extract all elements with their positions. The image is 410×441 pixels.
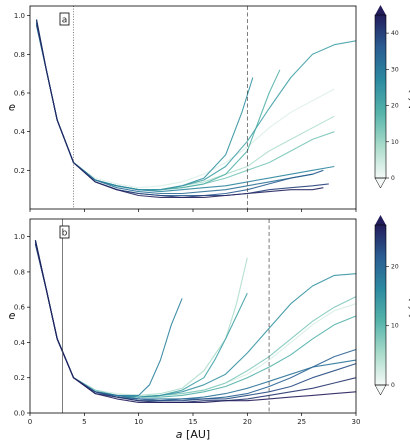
colorbar-label: t [kyr] [408, 293, 410, 317]
y-tick-label: 0.6 [14, 90, 26, 98]
x-tick-label: 25 [297, 418, 306, 426]
colorbar-arrow-bottom [374, 384, 387, 396]
series-line-5 [35, 23, 254, 191]
series-line-0 [35, 21, 335, 189]
colorbar-fill [375, 225, 386, 385]
colorbar-tick-label: 10 [391, 323, 399, 330]
series-line-0 [34, 240, 357, 396]
colorbar-tick-label: 20 [391, 263, 399, 270]
series-line-8 [35, 21, 324, 197]
x-tick-label: 20 [243, 418, 252, 426]
series-line-7 [35, 25, 313, 195]
series-line-1 [35, 23, 335, 191]
y-tick-label: 0.4 [14, 128, 26, 136]
panel-label-box [59, 225, 70, 239]
x-axis-label: a [AU] [176, 428, 210, 441]
y-tick-label: 0.6 [14, 304, 26, 312]
y-tick-label: 0.0 [14, 410, 25, 418]
panel-label-text: b [62, 229, 68, 239]
series-line-2 [35, 19, 335, 191]
y-tick-label: 0.8 [14, 268, 25, 276]
colorbar-tick-label: 40 [391, 30, 399, 37]
colorbar-tick-label: 10 [391, 139, 399, 146]
colorbar: 0 10 20 t [kyr] [374, 215, 410, 396]
colorbar-tick-label: 0 [391, 175, 395, 182]
colorbar-arrow-top [375, 215, 386, 225]
series-line-2 [34, 243, 357, 398]
y-axis-label: e [9, 309, 16, 322]
colorbar-frame [374, 224, 387, 386]
panel-a: 0.2 0.4 0.6 0.8 1.0 e a 0 10 20 30 40 t [kyr] [9, 5, 410, 212]
series-line-9 [35, 23, 329, 198]
x-tick-label: 0 [28, 418, 32, 426]
colorbar-arrow-top [375, 5, 386, 15]
series-line-1 [34, 241, 248, 396]
colorbar-frame [374, 14, 387, 179]
colorbar-arrow-bottom [374, 177, 387, 189]
colorbar-tick-label: 30 [391, 66, 399, 73]
x-tick-label: 10 [134, 418, 143, 426]
series-line-10 [34, 243, 357, 403]
colorbar-label: t [kyr] [408, 84, 410, 108]
y-tick-label: 1.0 [14, 233, 25, 241]
series-line-7 [34, 243, 357, 400]
series-line-4 [35, 21, 357, 191]
series-line-4 [34, 243, 248, 398]
colorbar-tick-label: 20 [391, 103, 399, 110]
y-tick-label: 0.2 [14, 167, 25, 175]
colorbar-tick-label: 0 [391, 382, 395, 389]
panel-label-text: a [62, 16, 68, 26]
y-tick-label: 0.2 [14, 374, 25, 382]
panel-label: a [59, 12, 70, 26]
y-tick-label: 1.0 [14, 12, 25, 20]
series-line-3 [34, 240, 357, 398]
panel-label: b [59, 225, 70, 239]
series-line-10 [35, 19, 324, 198]
x-tick-label: 15 [189, 418, 198, 426]
y-axis-label: e [9, 101, 16, 114]
x-tick-label: 30 [352, 418, 361, 426]
colorbar-fill [375, 15, 386, 178]
colorbar: 0 10 20 30 40 t [kyr] [374, 5, 410, 189]
panel-label-box [59, 12, 70, 26]
panel-b: 0 5 10 15 20 25 30 0.0 0.2 0.4 0.6 0.8 1.0 e a [AU] b 0 1… [9, 215, 410, 441]
y-tick-label: 0.8 [14, 51, 25, 59]
series-line-6 [34, 240, 183, 396]
series-line-6 [35, 19, 335, 193]
x-tick-label: 5 [82, 418, 86, 426]
y-tick-label: 0.4 [14, 339, 26, 347]
series-line-5 [34, 241, 357, 398]
series-line-11 [34, 240, 357, 403]
